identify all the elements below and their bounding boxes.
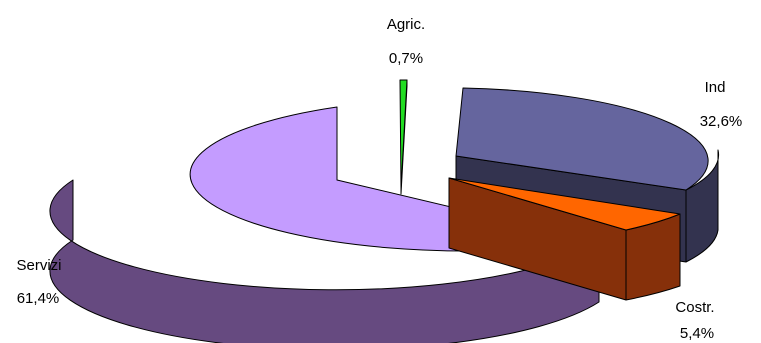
label-ind-name: Ind [705, 79, 726, 96]
label-costr-name: Costr. [675, 299, 714, 316]
label-servizi-value: 61,4% [17, 290, 60, 307]
label-agric-name: Agric. [387, 16, 425, 33]
label-agric-value: 0,7% [389, 50, 423, 67]
slice-ind-top [455, 87, 709, 191]
slice-costr [448, 177, 681, 301]
label-ind-value: 32,6% [700, 113, 743, 130]
label-servizi-name: Servizi [16, 257, 61, 274]
label-costr-value: 5,4% [680, 325, 714, 342]
slice-agric [399, 79, 408, 195]
slice-costr-top [448, 177, 681, 231]
slice-agric-top [399, 79, 408, 189]
slice-servizi-side [49, 179, 600, 343]
